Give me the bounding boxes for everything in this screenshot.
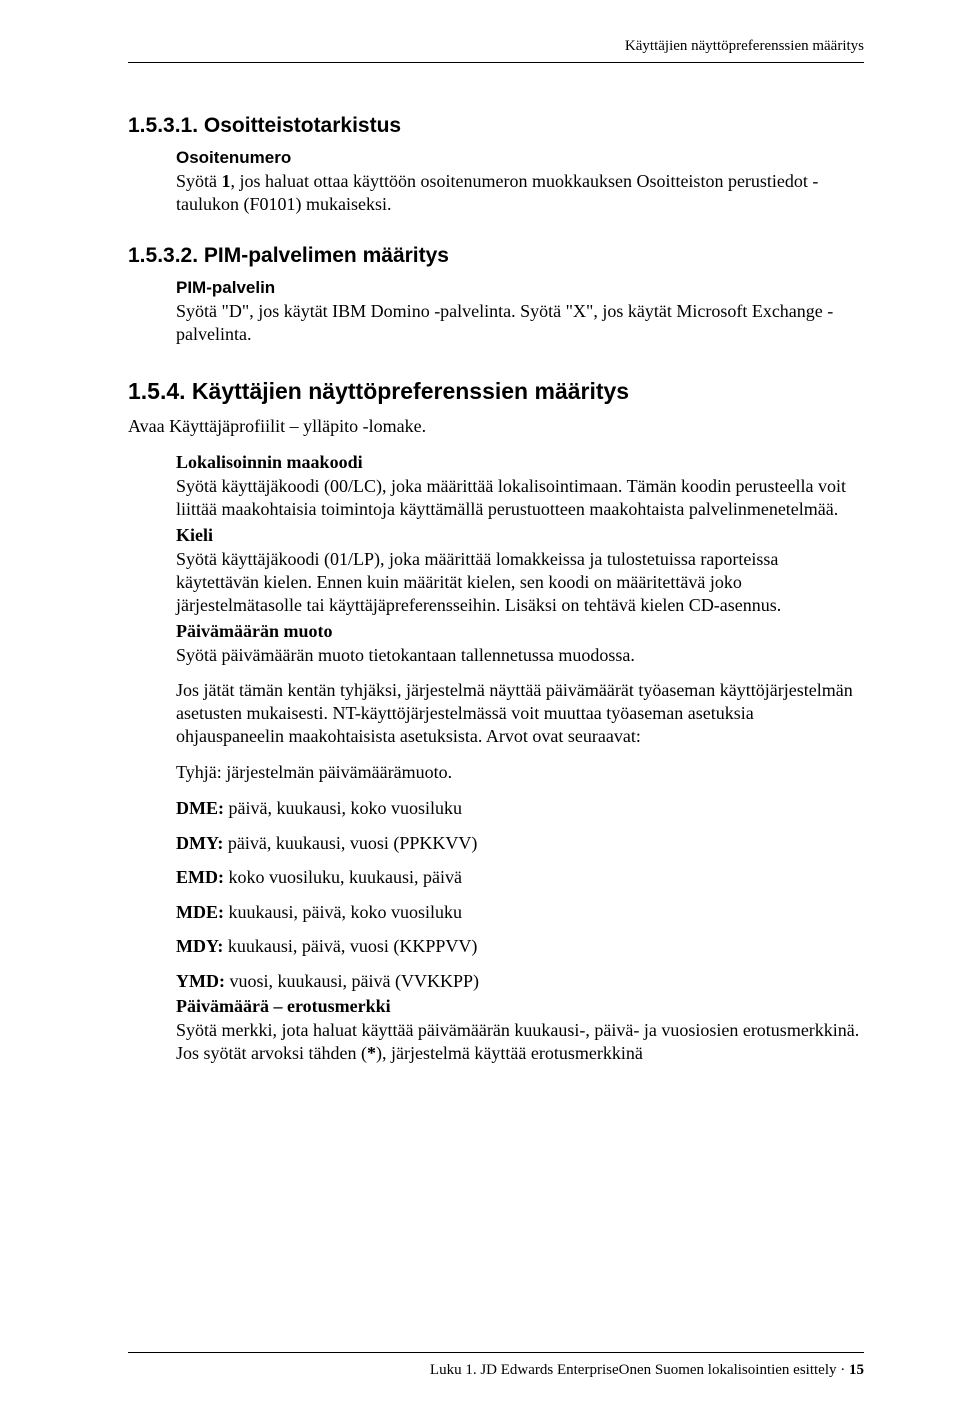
running-header: Käyttäjien näyttöpreferenssien määritys [625, 38, 864, 55]
field-label-lokalisoinnin-maakoodi: Lokalisoinnin maakoodi [176, 452, 864, 473]
heading-1-5-4: 1.5.4. Käyttäjien näyttöpreferenssien mä… [128, 378, 864, 405]
format-code: YMD: [176, 971, 225, 991]
footer-rule [128, 1352, 864, 1353]
format-desc: päivä, kuukausi, koko vuosiluku [224, 798, 462, 818]
format-code: EMD: [176, 867, 224, 887]
bold-value-1: 1 [222, 171, 231, 191]
format-line-mde: MDE: kuukausi, päivä, koko vuosiluku [176, 901, 864, 924]
section-1-5-4-body: Lokalisoinnin maakoodi Syötä käyttäjäkoo… [176, 452, 864, 1065]
heading-1-5-3-1: 1.5.3.1. Osoitteistotarkistus [128, 114, 864, 138]
field-text-kieli: Syötä käyttäjäkoodi (01/LP), joka määrit… [176, 548, 864, 617]
page-number: 15 [849, 1362, 864, 1378]
field-label-kieli: Kieli [176, 525, 864, 546]
format-line-ymd: YMD: vuosi, kuukausi, päivä (VVKKPP) [176, 970, 864, 993]
text-run: Syötä [176, 171, 222, 191]
field-label-paivamaaran-muoto: Päivämäärän muoto [176, 621, 864, 642]
format-code: MDY: [176, 936, 223, 956]
format-desc: vuosi, kuukausi, päivä (VVKKPP) [225, 971, 479, 991]
document-page: Käyttäjien näyttöpreferenssien määritys … [0, 0, 960, 1417]
format-code: MDE: [176, 902, 224, 922]
section-1-5-3-2-body: PIM-palvelin Syötä "D", jos käytät IBM D… [176, 278, 864, 346]
field-label-pim-palvelin: PIM-palvelin [176, 278, 864, 298]
field-text-lokalisoinnin-maakoodi: Syötä käyttäjäkoodi (00/LC), joka määrit… [176, 475, 864, 521]
field-text-paivamaaran-muoto: Syötä päivämäärän muoto tietokantaan tal… [176, 644, 864, 667]
page-content: 1.5.3.1. Osoitteistotarkistus Osoitenume… [128, 114, 864, 1066]
field-text-paivamaara-erotusmerkki: Syötä merkki, jota haluat käyttää päiväm… [176, 1019, 864, 1065]
format-desc: päivä, kuukausi, vuosi (PPKKVV) [223, 833, 477, 853]
format-desc: koko vuosiluku, kuukausi, päivä [224, 867, 462, 887]
format-line-mdy: MDY: kuukausi, päivä, vuosi (KKPPVV) [176, 935, 864, 958]
format-line-empty: Tyhjä: järjestelmän päivämäärämuoto. [176, 762, 864, 783]
field-text-osoitenumero: Syötä 1, jos haluat ottaa käyttöön osoit… [176, 170, 864, 216]
text-run: ), järjestelmä käyttää erotusmerkkinä [376, 1043, 643, 1063]
field-label-paivamaara-erotusmerkki: Päivämäärä – erotusmerkki [176, 996, 864, 1017]
footer-text: Luku 1. JD Edwards EnterpriseOnen Suomen… [430, 1362, 864, 1379]
intro-text: Avaa Käyttäjäprofiilit – ylläpito -lomak… [128, 415, 864, 438]
bold-asterisk: * [367, 1043, 376, 1063]
footer-chapter: Luku 1. JD Edwards EnterpriseOnen Suomen… [430, 1362, 849, 1378]
format-code: DME: [176, 798, 224, 818]
format-line-dmy: DMY: päivä, kuukausi, vuosi (PPKKVV) [176, 832, 864, 855]
field-text-pim-palvelin: Syötä "D", jos käytät IBM Domino -palvel… [176, 300, 864, 346]
header-rule [128, 62, 864, 63]
format-line-dme: DME: päivä, kuukausi, koko vuosiluku [176, 797, 864, 820]
text-run: , jos haluat ottaa käyttöön osoitenumero… [176, 171, 818, 214]
heading-1-5-3-2: 1.5.3.2. PIM-palvelimen määritys [128, 244, 864, 268]
format-desc: kuukausi, päivä, koko vuosiluku [224, 902, 462, 922]
field-label-osoitenumero: Osoitenumero [176, 148, 864, 168]
paragraph-nt: Jos jätät tämän kentän tyhjäksi, järjest… [176, 679, 864, 748]
format-code: DMY: [176, 833, 223, 853]
format-line-emd: EMD: koko vuosiluku, kuukausi, päivä [176, 866, 864, 889]
format-desc: kuukausi, päivä, vuosi (KKPPVV) [223, 936, 477, 956]
section-1-5-3-1-body: Osoitenumero Syötä 1, jos haluat ottaa k… [176, 148, 864, 216]
